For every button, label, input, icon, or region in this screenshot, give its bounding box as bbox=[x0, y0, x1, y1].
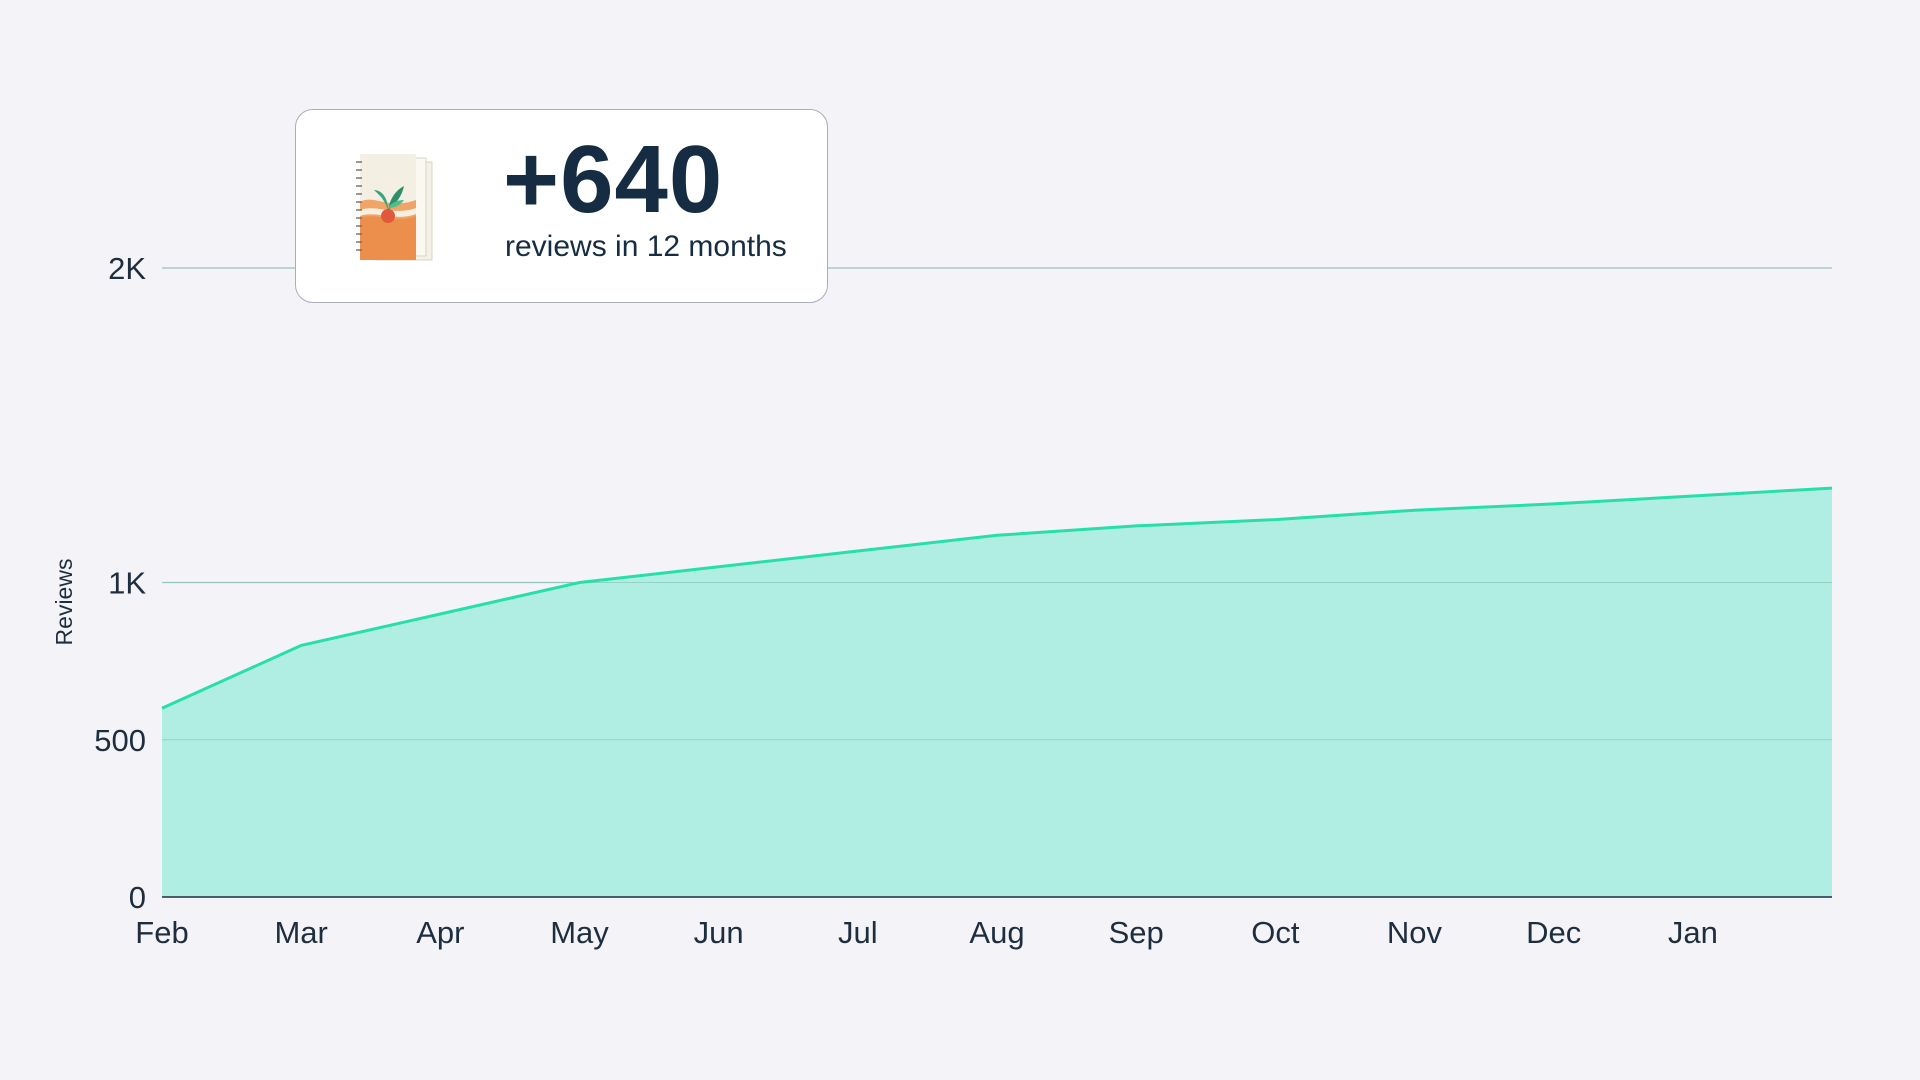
area-fill bbox=[162, 488, 1832, 897]
x-tick-label: Apr bbox=[416, 915, 464, 950]
planner-notebook-image bbox=[356, 154, 433, 261]
y-axis-title: Reviews bbox=[51, 559, 77, 646]
x-tick-label: Aug bbox=[969, 915, 1024, 950]
x-tick-label: Nov bbox=[1387, 915, 1443, 950]
x-tick-label: Jun bbox=[694, 915, 744, 950]
stat-card: +640 reviews in 12 months bbox=[295, 109, 828, 303]
x-tick-label: Jan bbox=[1668, 915, 1718, 950]
y-axis-ticks: 0 500 1K 2K bbox=[94, 251, 146, 915]
y-tick-label: 0 bbox=[129, 880, 146, 915]
x-tick-label: May bbox=[550, 915, 609, 950]
x-tick-label: Dec bbox=[1526, 915, 1581, 950]
stat-value: +640 bbox=[503, 126, 724, 233]
stat-caption: reviews in 12 months bbox=[505, 230, 787, 263]
y-tick-label: 2K bbox=[108, 251, 146, 286]
x-tick-label: Oct bbox=[1251, 915, 1300, 950]
x-tick-label: Sep bbox=[1109, 915, 1164, 950]
y-tick-label: 1K bbox=[108, 566, 146, 601]
y-tick-label: 500 bbox=[94, 723, 146, 758]
x-tick-label: Mar bbox=[274, 915, 327, 950]
x-tick-label: Feb bbox=[135, 915, 188, 950]
series-line bbox=[161, 486, 1833, 710]
x-tick-label: Jul bbox=[838, 915, 878, 950]
x-axis-ticks: Feb Mar Apr May Jun Jul Aug Sep Oct Nov Dec Jan bbox=[135, 915, 1718, 950]
